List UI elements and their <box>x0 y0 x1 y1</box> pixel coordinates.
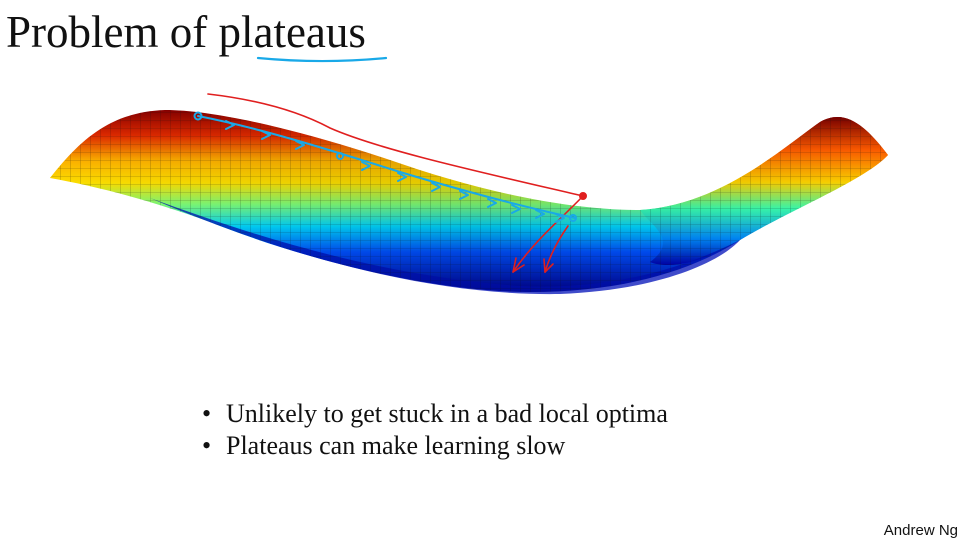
bullet-item: • Unlikely to get stuck in a bad local o… <box>202 398 902 430</box>
bullet-item: • Plateaus can make learning slow <box>202 430 902 462</box>
slide-title: Problem of plateaus <box>6 7 366 57</box>
bullet-list: • Unlikely to get stuck in a bad local o… <box>202 398 902 462</box>
bullet-dot-icon: • <box>202 431 212 460</box>
bullet-dot-icon: • <box>202 399 212 428</box>
title-underline <box>256 56 388 63</box>
author-credit: Andrew Ng <box>883 522 958 539</box>
bullet-text: Unlikely to get stuck in a bad local opt… <box>226 399 668 428</box>
red-annotation-path <box>207 93 587 273</box>
bullet-text: Plateaus can make learning slow <box>226 431 566 460</box>
blue-annotation-steps <box>193 111 577 223</box>
